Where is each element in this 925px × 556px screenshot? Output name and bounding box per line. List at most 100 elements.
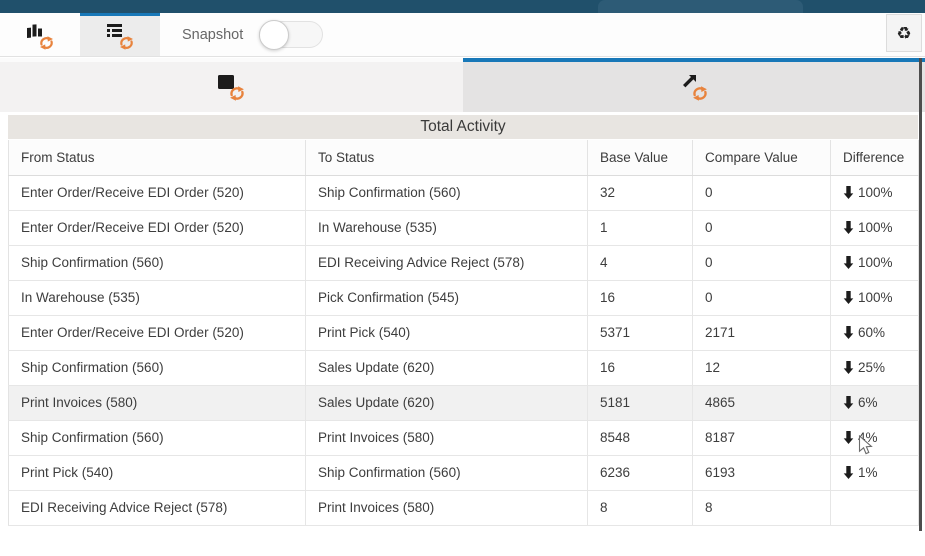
cell-compare-value: 0 [692, 245, 831, 281]
window-top-tab [598, 0, 803, 13]
cell-compare-value: 0 [692, 280, 831, 316]
cell-difference [830, 490, 919, 526]
cell-difference: 100% [830, 245, 919, 281]
cell-from-status: Ship Confirmation (560) [8, 350, 306, 386]
down-arrow-icon [843, 186, 854, 199]
cell-base-value: 16 [587, 280, 693, 316]
chart-sync-icon [26, 22, 54, 50]
col-header-difference[interactable]: Difference [830, 140, 919, 176]
down-arrow-icon [843, 396, 854, 409]
cell-to-status: Print Invoices (580) [305, 420, 588, 456]
table-row[interactable]: Enter Order/Receive EDI Order (520) Prin… [8, 315, 919, 351]
snapshot-label: Snapshot [182, 26, 244, 43]
toggle-knob [259, 20, 290, 50]
down-arrow-icon [843, 221, 854, 234]
cell-from-status: EDI Receiving Advice Reject (578) [8, 490, 306, 526]
col-header-base-value[interactable]: Base Value [587, 140, 693, 176]
table-row[interactable]: Enter Order/Receive EDI Order (520) Ship… [8, 175, 919, 211]
cell-difference: 100% [830, 175, 919, 211]
cell-difference: 1% [830, 455, 919, 491]
col-header-to-status[interactable]: To Status [305, 140, 588, 176]
cell-difference: 25% [830, 350, 919, 386]
cell-to-status: Print Pick (540) [305, 315, 588, 351]
comparison-table: From Status To Status Base Value Compare… [8, 140, 919, 526]
snapshot-toggle[interactable] [259, 20, 324, 50]
cell-to-status: Sales Update (620) [305, 350, 588, 386]
cell-compare-value: 6193 [692, 455, 831, 491]
snapshot-control: Snapshot [182, 13, 324, 56]
cell-base-value: 8 [587, 490, 693, 526]
difference-value: 60% [858, 325, 886, 340]
tab-grid-compare[interactable] [0, 58, 463, 112]
col-header-from-status[interactable]: From Status [8, 140, 306, 176]
trend-sync-icon [680, 73, 708, 101]
table-row[interactable]: Print Invoices (580) Sales Update (620) … [8, 385, 919, 421]
difference-value: 100% [858, 255, 893, 270]
cell-to-status: Print Invoices (580) [305, 490, 588, 526]
down-arrow-icon [843, 361, 854, 374]
window-right-edge [919, 58, 922, 531]
cell-base-value: 5371 [587, 315, 693, 351]
cell-base-value: 16 [587, 350, 693, 386]
table-body: Enter Order/Receive EDI Order (520) Ship… [8, 175, 919, 526]
cell-from-status: Print Invoices (580) [8, 385, 306, 421]
cell-base-value: 8548 [587, 420, 693, 456]
cell-to-status: Pick Confirmation (545) [305, 280, 588, 316]
cell-difference: 4% [830, 420, 919, 456]
down-arrow-icon [843, 256, 854, 269]
table-row[interactable]: Ship Confirmation (560) Print Invoices (… [8, 420, 919, 456]
cell-compare-value: 8187 [692, 420, 831, 456]
cell-difference: 100% [830, 280, 919, 316]
cell-compare-value: 0 [692, 175, 831, 211]
tab-trend-compare[interactable] [462, 58, 925, 112]
table-row[interactable]: EDI Receiving Advice Reject (578) Print … [8, 490, 919, 526]
col-header-compare-value[interactable]: Compare Value [692, 140, 831, 176]
cell-base-value: 1 [587, 210, 693, 246]
table-row[interactable]: Ship Confirmation (560) Sales Update (62… [8, 350, 919, 386]
difference-value: 6% [858, 395, 878, 410]
table-title: Total Activity [8, 115, 918, 139]
table-row[interactable]: Ship Confirmation (560) EDI Receiving Ad… [8, 245, 919, 281]
cell-compare-value: 12 [692, 350, 831, 386]
tab-flow-compare[interactable] [0, 13, 80, 56]
refresh-button[interactable]: ♻ [886, 14, 922, 52]
window-top-bar [0, 0, 925, 13]
cell-to-status: In Warehouse (535) [305, 210, 588, 246]
cell-from-status: Enter Order/Receive EDI Order (520) [8, 175, 306, 211]
down-arrow-icon [843, 291, 854, 304]
difference-value: 100% [858, 290, 893, 305]
down-arrow-icon [843, 466, 854, 479]
cell-difference: 60% [830, 315, 919, 351]
cell-compare-value: 0 [692, 210, 831, 246]
table-row[interactable]: Enter Order/Receive EDI Order (520) In W… [8, 210, 919, 246]
cell-compare-value: 2171 [692, 315, 831, 351]
cell-compare-value: 4865 [692, 385, 831, 421]
cell-to-status: Sales Update (620) [305, 385, 588, 421]
difference-value: 100% [858, 185, 893, 200]
cell-difference: 6% [830, 385, 919, 421]
cell-to-status: Ship Confirmation (560) [305, 175, 588, 211]
table-row[interactable]: In Warehouse (535) Pick Confirmation (54… [8, 280, 919, 316]
down-arrow-icon [843, 326, 854, 339]
panel-sync-icon [217, 73, 245, 101]
difference-value: 1% [858, 465, 878, 480]
cell-compare-value: 8 [692, 490, 831, 526]
cell-from-status: Enter Order/Receive EDI Order (520) [8, 315, 306, 351]
difference-value: 4% [858, 430, 878, 445]
difference-value: 25% [858, 360, 886, 375]
cell-to-status: Ship Confirmation (560) [305, 455, 588, 491]
recycle-icon: ♻ [896, 23, 912, 43]
difference-value: 100% [858, 220, 893, 235]
cell-to-status: EDI Receiving Advice Reject (578) [305, 245, 588, 281]
cell-from-status: Ship Confirmation (560) [8, 420, 306, 456]
cell-base-value: 4 [587, 245, 693, 281]
table-row[interactable]: Print Pick (540) Ship Confirmation (560)… [8, 455, 919, 491]
tab-table-compare[interactable] [80, 13, 160, 56]
cell-from-status: In Warehouse (535) [8, 280, 306, 316]
cell-from-status: Enter Order/Receive EDI Order (520) [8, 210, 306, 246]
cell-from-status: Ship Confirmation (560) [8, 245, 306, 281]
cell-from-status: Print Pick (540) [8, 455, 306, 491]
list-sync-icon [106, 22, 134, 50]
cell-base-value: 32 [587, 175, 693, 211]
